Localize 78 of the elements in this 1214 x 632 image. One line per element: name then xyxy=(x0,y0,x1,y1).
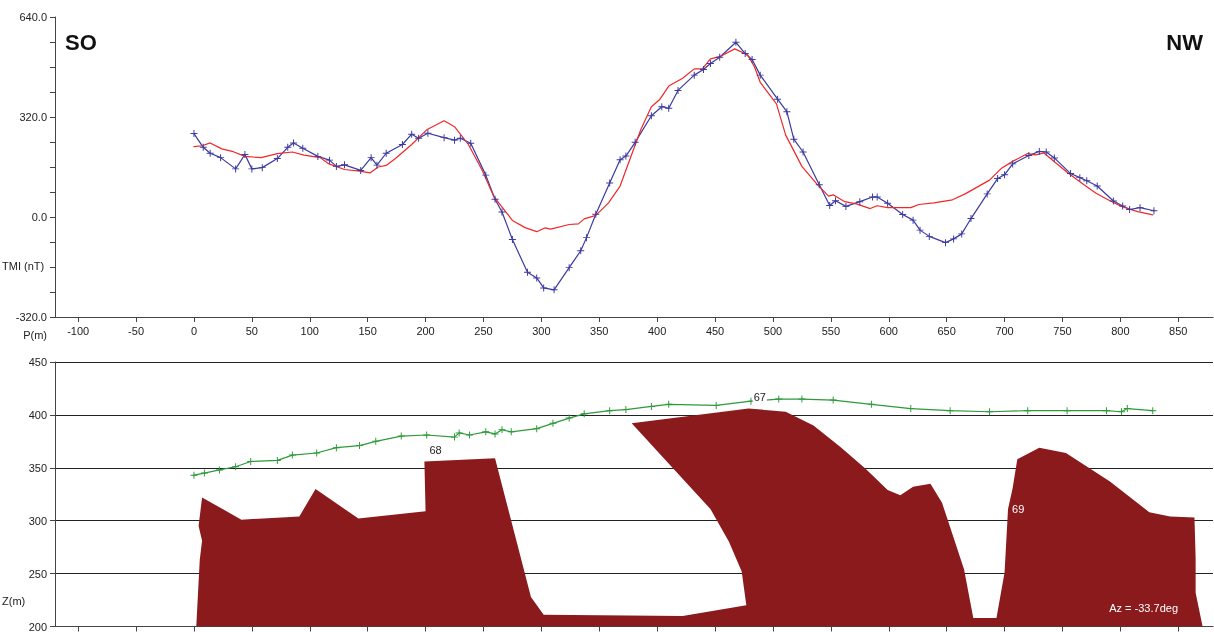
point xyxy=(946,407,954,415)
point xyxy=(647,402,655,410)
point xyxy=(200,469,208,477)
annotation: 67 xyxy=(753,391,766,404)
point xyxy=(867,400,875,408)
point xyxy=(580,410,588,418)
point xyxy=(313,449,321,457)
point xyxy=(451,433,459,441)
point xyxy=(798,395,806,403)
x-tick-label: 850 xyxy=(1169,324,1188,337)
point xyxy=(232,463,240,471)
point xyxy=(1063,407,1071,415)
x-tick-label: 400 xyxy=(647,324,667,337)
x-tick-label: 550 xyxy=(821,324,841,337)
point xyxy=(247,457,255,465)
point xyxy=(397,432,405,440)
x-tick-label: 800 xyxy=(1111,324,1130,337)
x-tick-label: 0 xyxy=(190,324,198,337)
annotation: 68 xyxy=(429,443,442,456)
x-tick-label: 500 xyxy=(763,324,783,337)
point xyxy=(622,406,630,414)
y-tick-label: 200 xyxy=(28,620,47,632)
point xyxy=(565,414,573,422)
x-tick-label: 600 xyxy=(879,324,898,337)
x-tick-label: 450 xyxy=(705,324,725,337)
point xyxy=(356,442,364,450)
x-tick-label: 100 xyxy=(300,324,319,337)
point xyxy=(549,419,557,427)
point xyxy=(215,466,223,474)
point xyxy=(606,407,614,415)
y-tick-label: 400 xyxy=(28,408,47,421)
x-tick-label: 700 xyxy=(995,324,1014,337)
annotation: NW xyxy=(1166,29,1204,55)
point xyxy=(1118,408,1126,416)
point xyxy=(907,405,915,413)
point xyxy=(1149,407,1157,415)
y-tick-label: 250 xyxy=(28,567,47,580)
point xyxy=(533,425,541,433)
y-tick-label: 0.0 xyxy=(31,211,47,223)
x-tick-label: 650 xyxy=(937,324,956,337)
point xyxy=(712,401,720,409)
point xyxy=(1024,407,1032,415)
y-tick-label: 640.0 xyxy=(19,11,47,23)
annotation: SO xyxy=(65,29,97,55)
point xyxy=(455,429,463,437)
x-tick-label: 150 xyxy=(358,324,377,337)
point xyxy=(372,437,380,445)
x-tick-label: 350 xyxy=(590,324,609,337)
y-tick-label: 300 xyxy=(28,514,47,527)
x-tick-label: 750 xyxy=(1053,324,1072,337)
point xyxy=(288,451,296,459)
y-axis-title: Z(m) xyxy=(2,594,26,607)
point xyxy=(498,426,506,434)
point xyxy=(665,400,673,408)
y-tick-label: 450 xyxy=(28,356,47,368)
x-tick-label: 50 xyxy=(245,324,258,337)
annotation: 69 xyxy=(1012,502,1025,515)
x-tick-label: 250 xyxy=(474,324,493,337)
point xyxy=(482,428,490,436)
x-tick-label: 200 xyxy=(416,324,435,337)
point xyxy=(332,444,340,452)
annotation: Az = -33.7deg xyxy=(1109,601,1179,614)
point xyxy=(829,396,837,404)
y-axis-title: TMI (nT) xyxy=(2,259,45,272)
x-tick-label: -100 xyxy=(67,324,90,337)
point xyxy=(491,430,499,438)
x-tick-label: 300 xyxy=(532,324,551,337)
point xyxy=(986,408,994,416)
point xyxy=(1102,407,1110,415)
x-tick-label: -50 xyxy=(128,324,145,337)
point xyxy=(775,395,783,403)
point xyxy=(1123,405,1131,413)
y-tick-label: 350 xyxy=(28,461,47,474)
y-tick-label: 320.0 xyxy=(19,111,47,123)
x-axis-title: P(m) xyxy=(23,328,47,341)
point xyxy=(190,471,198,479)
y-tick-label: -320.0 xyxy=(15,311,47,323)
point xyxy=(507,428,515,436)
